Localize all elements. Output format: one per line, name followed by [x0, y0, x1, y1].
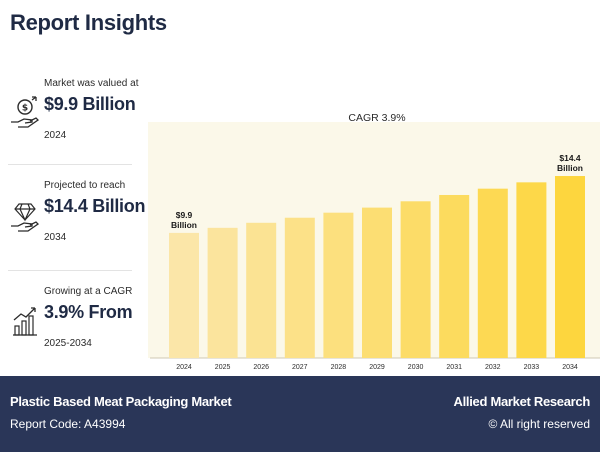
data-label: $9.9	[176, 210, 193, 220]
stat-year: 2024	[44, 130, 67, 141]
stat-year: 2025-2034	[44, 338, 92, 349]
x-tick-label: 2025	[215, 364, 231, 371]
bar-2031	[439, 194, 470, 358]
divider	[8, 270, 132, 271]
report-title: Plastic Based Meat Packaging Market	[10, 394, 232, 409]
x-tick-label: 2034	[562, 364, 578, 371]
stat-value: $9.9 Billion	[44, 94, 136, 114]
data-label: Billion	[557, 163, 583, 173]
stat-value: 3.9% From	[44, 302, 133, 322]
stat-projected-value: Projected to reach $14.4 Billion 2034	[8, 172, 145, 272]
bar-2026	[246, 222, 277, 358]
bar-2030	[400, 201, 431, 358]
x-tick-label: 2029	[369, 364, 385, 371]
x-tick-label: 2026	[253, 364, 269, 371]
stat-year: 2034	[44, 232, 67, 243]
diamond-hand-icon	[11, 203, 40, 232]
growth-chart-icon	[13, 307, 37, 336]
stat-label: Projected to reach	[44, 180, 126, 191]
svg-text:$: $	[22, 104, 28, 114]
x-tick-label: 2028	[331, 364, 347, 371]
footer: Plastic Based Meat Packaging Market Repo…	[0, 376, 600, 452]
stat-label: Growing at a CAGR	[44, 286, 133, 297]
rights-text: © All right reserved	[488, 417, 590, 431]
page-title: Report Insights	[10, 10, 167, 35]
bar-2028	[323, 212, 354, 358]
x-tick-label: 2033	[524, 364, 540, 371]
x-tick-label: 2024	[176, 364, 192, 371]
divider	[8, 164, 132, 165]
bar-2025	[207, 227, 238, 358]
bar-2032	[477, 188, 508, 358]
bar-2033	[516, 182, 547, 358]
data-label: $14.4	[559, 153, 581, 163]
x-tick-label: 2032	[485, 364, 501, 371]
bar-2024	[169, 232, 199, 358]
stat-value: $14.4 Billion	[44, 196, 146, 216]
money-hand-icon: $	[11, 96, 40, 128]
stat-label: Market was valued at	[44, 78, 139, 89]
cagr-annotation: CAGR 3.9%	[348, 112, 405, 124]
bar-chart: CAGR 3.9% 2024 2025 2026 2027 2028 2029 2030 20…	[150, 112, 600, 371]
bar-2029	[362, 207, 392, 358]
x-tick-label: 2027	[292, 364, 308, 371]
bar-2034	[555, 176, 585, 358]
stat-cagr: Growing at a CAGR 3.9% From 2025-2034	[8, 278, 133, 378]
x-tick-label: 2031	[446, 364, 462, 371]
brand-name: Allied Market Research	[453, 394, 591, 409]
report-code: Report Code: A43994	[10, 417, 126, 431]
data-label: Billion	[171, 220, 197, 230]
x-tick-label: 2030	[408, 364, 424, 371]
bar-2027	[284, 217, 315, 358]
stat-market-value: $ Market was valued at $9.9 Billion 2024	[8, 70, 139, 170]
